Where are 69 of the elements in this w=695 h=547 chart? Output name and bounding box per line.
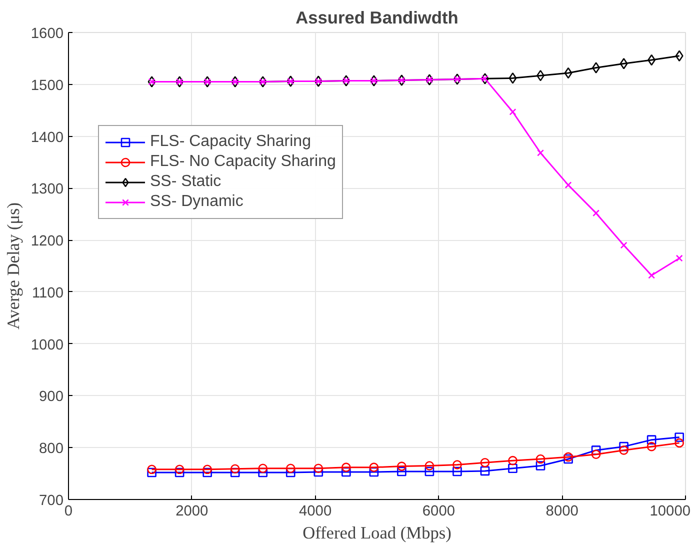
y-tick-label: 700 xyxy=(39,493,64,509)
point xyxy=(592,210,600,217)
x-tick-label: 10000 xyxy=(650,504,691,520)
y-tick-label: 1600 xyxy=(30,26,64,42)
point xyxy=(508,72,517,84)
point xyxy=(147,464,156,474)
y-tick-label: 1300 xyxy=(30,182,64,198)
point xyxy=(509,108,516,116)
point xyxy=(537,149,544,156)
y-tick-label: 1400 xyxy=(30,130,64,146)
point xyxy=(591,450,601,459)
legend-label: SS- Dynamic xyxy=(150,193,244,211)
point xyxy=(424,466,434,476)
point xyxy=(646,442,656,452)
point xyxy=(258,464,268,474)
y-tick-label: 1200 xyxy=(30,234,64,250)
point xyxy=(592,62,600,74)
point xyxy=(397,462,406,471)
point xyxy=(286,464,296,474)
point xyxy=(536,461,546,470)
point xyxy=(675,50,684,62)
point xyxy=(674,432,684,442)
point xyxy=(424,461,434,470)
point xyxy=(342,467,351,477)
x-axis-title: Offered Load (Mbps) xyxy=(302,524,452,542)
point xyxy=(452,460,462,470)
point xyxy=(174,468,184,478)
point xyxy=(452,466,462,476)
point xyxy=(480,458,490,468)
point xyxy=(202,464,212,474)
point xyxy=(674,438,684,448)
y-tick-label: 1100 xyxy=(32,285,64,302)
legend-label: FLS- Capacity Sharing xyxy=(150,133,311,151)
point xyxy=(564,67,572,79)
x-tick-label: 2000 xyxy=(176,504,208,520)
point xyxy=(174,464,184,474)
point xyxy=(536,454,546,464)
point xyxy=(230,464,240,474)
legend-label: SS- Static xyxy=(150,173,222,191)
point xyxy=(620,242,628,249)
point xyxy=(676,254,683,262)
point xyxy=(369,467,379,477)
point xyxy=(646,435,656,444)
point xyxy=(508,456,518,466)
point xyxy=(591,446,601,455)
point xyxy=(620,58,628,70)
point xyxy=(202,468,212,478)
y-tick-label: 900 xyxy=(39,389,64,406)
point xyxy=(648,272,656,279)
point xyxy=(314,464,324,474)
point xyxy=(397,466,406,476)
legend-label: FLS- No Capacity Sharing xyxy=(150,153,336,171)
point xyxy=(564,182,572,189)
point xyxy=(619,446,628,455)
point xyxy=(508,464,518,474)
y-tick-label: 800 xyxy=(39,441,64,458)
x-tick-label: 0 xyxy=(64,504,73,520)
chart-title: Assured Bandiwdth xyxy=(296,8,458,28)
y-tick-label: 1500 xyxy=(30,78,64,94)
point xyxy=(369,462,379,472)
point xyxy=(342,462,351,472)
point xyxy=(480,466,490,476)
x-tick-label: 8000 xyxy=(546,504,578,520)
point xyxy=(147,468,156,478)
y-tick-label: 1000 xyxy=(30,337,64,354)
x-tick-label: 4000 xyxy=(299,504,332,520)
y-axis-title: Averge Delay (μs) xyxy=(4,202,23,330)
point xyxy=(648,54,656,66)
x-tick-label: 6000 xyxy=(422,504,456,520)
